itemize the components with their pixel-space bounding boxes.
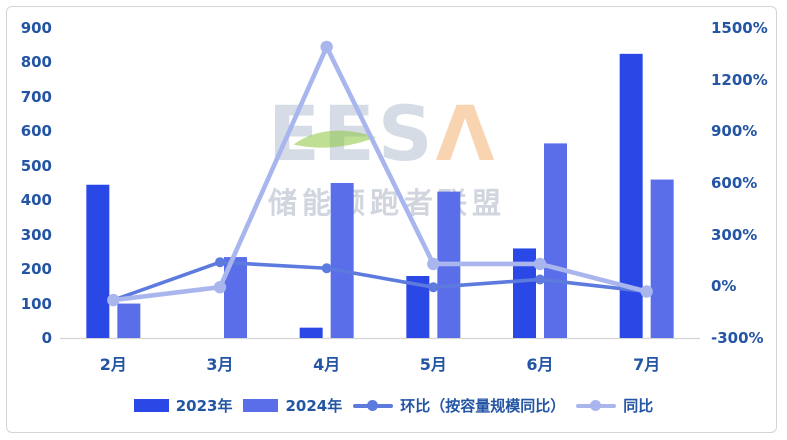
right-tick-300%: 300%	[711, 225, 758, 244]
legend-swatch-2024年	[243, 399, 279, 412]
legend-label: 2023年	[175, 397, 233, 415]
line-环比（按容量规模同比）	[111, 260, 649, 302]
legend-line-marker-环比（按容量规模同比）	[353, 399, 394, 412]
x-label-5月: 5月	[419, 355, 447, 374]
legend-swatch-2023年	[133, 399, 169, 412]
left-tick-700: 700	[20, 87, 52, 106]
point-同比-7月	[640, 285, 653, 298]
leaf-icon	[293, 130, 377, 148]
chart-frame	[6, 6, 777, 433]
bar-2024年-3月	[224, 257, 247, 338]
point-同比-5月	[427, 257, 440, 271]
bar-2023年-6月	[513, 248, 536, 338]
left-tick-800: 800	[20, 53, 52, 72]
bar-2024年-2月	[117, 303, 141, 338]
bar-2023年-7月	[619, 53, 643, 338]
legend-label: 2024年	[285, 397, 343, 415]
point-环比（按容量规模同比）-6月	[535, 274, 545, 285]
legend-item-环比（按容量规模同比）: 环比（按容量规模同比）	[353, 395, 565, 416]
x-label-2月: 2月	[99, 355, 127, 374]
bar-2023年-4月	[299, 327, 323, 338]
point-同比-4月	[320, 40, 333, 54]
right-tick-0%: 0%	[711, 277, 737, 296]
right-tick-1500%: 1500%	[711, 19, 768, 37]
right-tick--300%: -300%	[711, 329, 764, 347]
bar-2024年-4月	[330, 183, 354, 338]
left-tick-600: 600	[20, 122, 52, 141]
right-tick-900%: 900%	[711, 122, 758, 141]
point-环比（按容量规模同比）-3月	[215, 257, 225, 268]
legend: 2023年 2024年 环比（按容量规模同比） 同比	[0, 395, 787, 416]
legend-label: 环比（按容量规模同比）	[400, 397, 566, 415]
x-label-3月: 3月	[206, 355, 234, 374]
left-tick-500: 500	[20, 156, 52, 175]
left-tick-400: 400	[20, 191, 52, 210]
legend-line-marker-同比	[576, 399, 617, 412]
legend-item-同比: 同比	[576, 395, 653, 416]
left-tick-200: 200	[20, 260, 52, 279]
watermark-subtitle: 储能领跑者联盟	[268, 186, 507, 220]
watermark-logo: EESΛ	[268, 96, 548, 172]
legend-item-2024年: 2024年	[243, 395, 342, 416]
bar-2023年-5月	[406, 276, 430, 338]
x-label-4月: 4月	[313, 355, 341, 374]
point-环比（按容量规模同比）-5月	[428, 282, 439, 293]
left-tick-0: 0	[41, 329, 52, 347]
right-tick-1200%: 1200%	[711, 70, 768, 89]
x-label-7月: 7月	[633, 355, 661, 374]
point-同比-3月	[213, 280, 227, 294]
bar-2024年-7月	[650, 179, 674, 338]
point-环比（按容量规模同比）-4月	[321, 263, 332, 274]
bar-2024年-6月	[544, 143, 567, 338]
point-同比-2月	[107, 293, 120, 307]
x-label-6月: 6月	[526, 355, 554, 374]
bar-2023年-2月	[86, 184, 110, 338]
left-tick-900: 900	[20, 19, 52, 37]
left-tick-100: 100	[20, 294, 52, 313]
point-同比-6月	[533, 257, 547, 271]
right-tick-600%: 600%	[711, 174, 758, 192]
legend-label: 同比	[623, 397, 654, 415]
watermark-logo-accent: Λ	[435, 89, 495, 178]
legend-item-2023年: 2023年	[133, 395, 233, 416]
left-tick-300: 300	[20, 225, 52, 244]
line-同比	[111, 44, 649, 303]
watermark: EESΛ 储能领跑者联盟	[268, 96, 548, 222]
